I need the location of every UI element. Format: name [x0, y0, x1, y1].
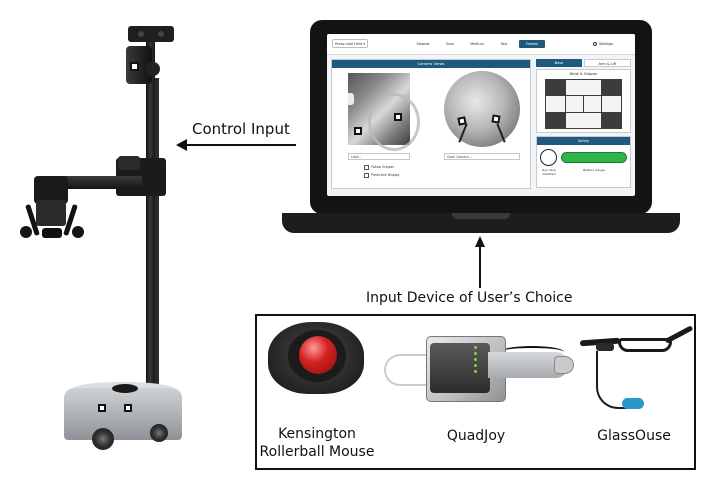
robot [0, 0, 240, 489]
fiducial-marker-icon [394, 113, 402, 121]
robot-gripper [36, 200, 66, 226]
camera-views-header: Camera Views [332, 60, 530, 68]
camera-view-arc [368, 93, 420, 151]
laptop-base [282, 213, 680, 233]
control-input-arrow [186, 144, 296, 146]
wrist-down-button[interactable] [566, 113, 601, 128]
wrist-right-button[interactable] [602, 96, 621, 112]
gripper-open-button[interactable] [584, 96, 601, 112]
input-device-arrow [479, 246, 481, 288]
head-lens-icon [138, 31, 144, 37]
tab-base[interactable]: Base [536, 59, 582, 67]
device-name-kensington-line1: Kensington [278, 426, 356, 442]
right-camera-select[interactable]: Gaze Camera... [444, 153, 520, 160]
speed-fastest-button[interactable]: Fastest [519, 40, 545, 48]
robot-base-mount [112, 384, 138, 393]
follow-gripper-label: Follow Gripper [371, 165, 394, 169]
gripper-finger-tip [20, 226, 32, 238]
trackball-ball-icon [299, 336, 337, 374]
quadjoy-tube [384, 354, 444, 386]
input-devices-box [255, 314, 696, 470]
device-name-glassouse: GlassOuse [597, 428, 671, 444]
robot-lift-cap [118, 156, 140, 170]
arrow-up-icon [475, 236, 485, 247]
mode-tabs: Base Arm & Lift [536, 59, 631, 67]
speed-slowest-button[interactable]: Slowest [416, 42, 430, 46]
quadjoy-cable [500, 346, 564, 358]
gripper-finger-tip [72, 226, 84, 238]
gear-icon [593, 42, 597, 46]
gripper-close-button[interactable] [566, 96, 583, 112]
gripper-finger-view [458, 123, 468, 143]
led-icon [474, 364, 477, 367]
safety-panel: Safety Run Stop Disabled Battery Gauge [536, 136, 631, 188]
run-stop-label: Run Stop Disabled [542, 168, 556, 176]
run-stop-button[interactable] [540, 149, 557, 166]
robot-head-camera [128, 26, 174, 42]
speed-slow-button[interactable]: Slow [446, 42, 454, 46]
fiducial-marker-icon [354, 127, 362, 135]
robot-wheel [150, 424, 168, 442]
glassouse-cable [596, 351, 630, 409]
glassouse-bite-switch-icon [622, 398, 644, 409]
speed-medium-button[interactable]: Medium [470, 42, 484, 46]
head-lens-icon [158, 31, 164, 37]
checkbox-icon [364, 164, 369, 170]
predictive-display-label: Predictive Display [371, 173, 400, 177]
robot-telescoping-arm [50, 176, 142, 189]
navigation-camera-view[interactable] [348, 73, 420, 151]
wrist-gripper-title: Wrist & Gripper [569, 72, 598, 76]
input-device-label: Input Device of User’s Choice [366, 290, 573, 306]
wrist-left-button[interactable] [546, 96, 565, 112]
settings-label: Settings [599, 42, 613, 46]
control-column: Base Arm & Lift Wrist & Gripper Safety R… [536, 59, 631, 191]
quadjoy-mouthpiece [554, 356, 574, 374]
predictive-display-checkbox[interactable]: Predictive Display [364, 172, 399, 178]
control-input-label: Control Input [192, 120, 290, 138]
robot-wheel [92, 428, 114, 450]
gripper-camera-view[interactable] [444, 71, 520, 147]
robot-wrist [34, 176, 68, 204]
led-icon [474, 352, 477, 355]
laptop-notch [452, 213, 510, 219]
wrist-gripper-panel: Wrist & Gripper [536, 69, 631, 133]
settings-button[interactable]: Settings [593, 40, 629, 48]
glassouse-sensor [596, 343, 614, 351]
camera-views-panel: Camera Views Look... Gaze Camera... Foll… [331, 59, 531, 189]
gripper-camera [42, 228, 62, 238]
robot-head-knob [146, 62, 160, 76]
safety-header: Safety [537, 137, 630, 145]
speed-fast-button[interactable]: Fast [500, 42, 508, 46]
led-icon [474, 370, 477, 373]
arrow-left-icon [176, 139, 187, 151]
tab-arm-lift[interactable]: Arm & Lift [584, 59, 631, 67]
left-camera-select[interactable]: Look... [348, 153, 410, 160]
robot-mast [146, 32, 155, 404]
follow-gripper-checkbox[interactable]: Follow Gripper [364, 164, 394, 170]
laptop-screen: Press-hold Hold ▾ Slowest Slow Medium Fa… [327, 34, 635, 196]
quadjoy-face [430, 343, 490, 393]
led-icon [474, 346, 477, 349]
gripper-finger-view [496, 123, 506, 143]
battery-gauge-label: Battery Gauge [583, 168, 605, 172]
fiducial-marker-icon [130, 62, 139, 71]
led-icon [474, 358, 477, 361]
fiducial-marker-icon [124, 404, 132, 412]
camera-pan-left-icon[interactable] [348, 93, 354, 105]
device-name-kensington-line2: Rollerball Mouse [259, 444, 375, 460]
glassouse-image [618, 338, 672, 352]
mode-dropdown[interactable]: Press-hold Hold ▾ [332, 39, 368, 48]
battery-gauge [561, 152, 627, 163]
device-name-quadjoy: QuadJoy [446, 428, 506, 444]
robot-mast-rail [155, 78, 159, 396]
fiducial-marker-icon [491, 114, 501, 124]
wrist-up-button[interactable] [566, 80, 601, 95]
wrist-control-pad [545, 79, 622, 129]
checkbox-icon [364, 172, 369, 178]
ui-top-bar: Press-hold Hold ▾ Slowest Slow Medium Fa… [327, 34, 635, 55]
fiducial-marker-icon [98, 404, 106, 412]
